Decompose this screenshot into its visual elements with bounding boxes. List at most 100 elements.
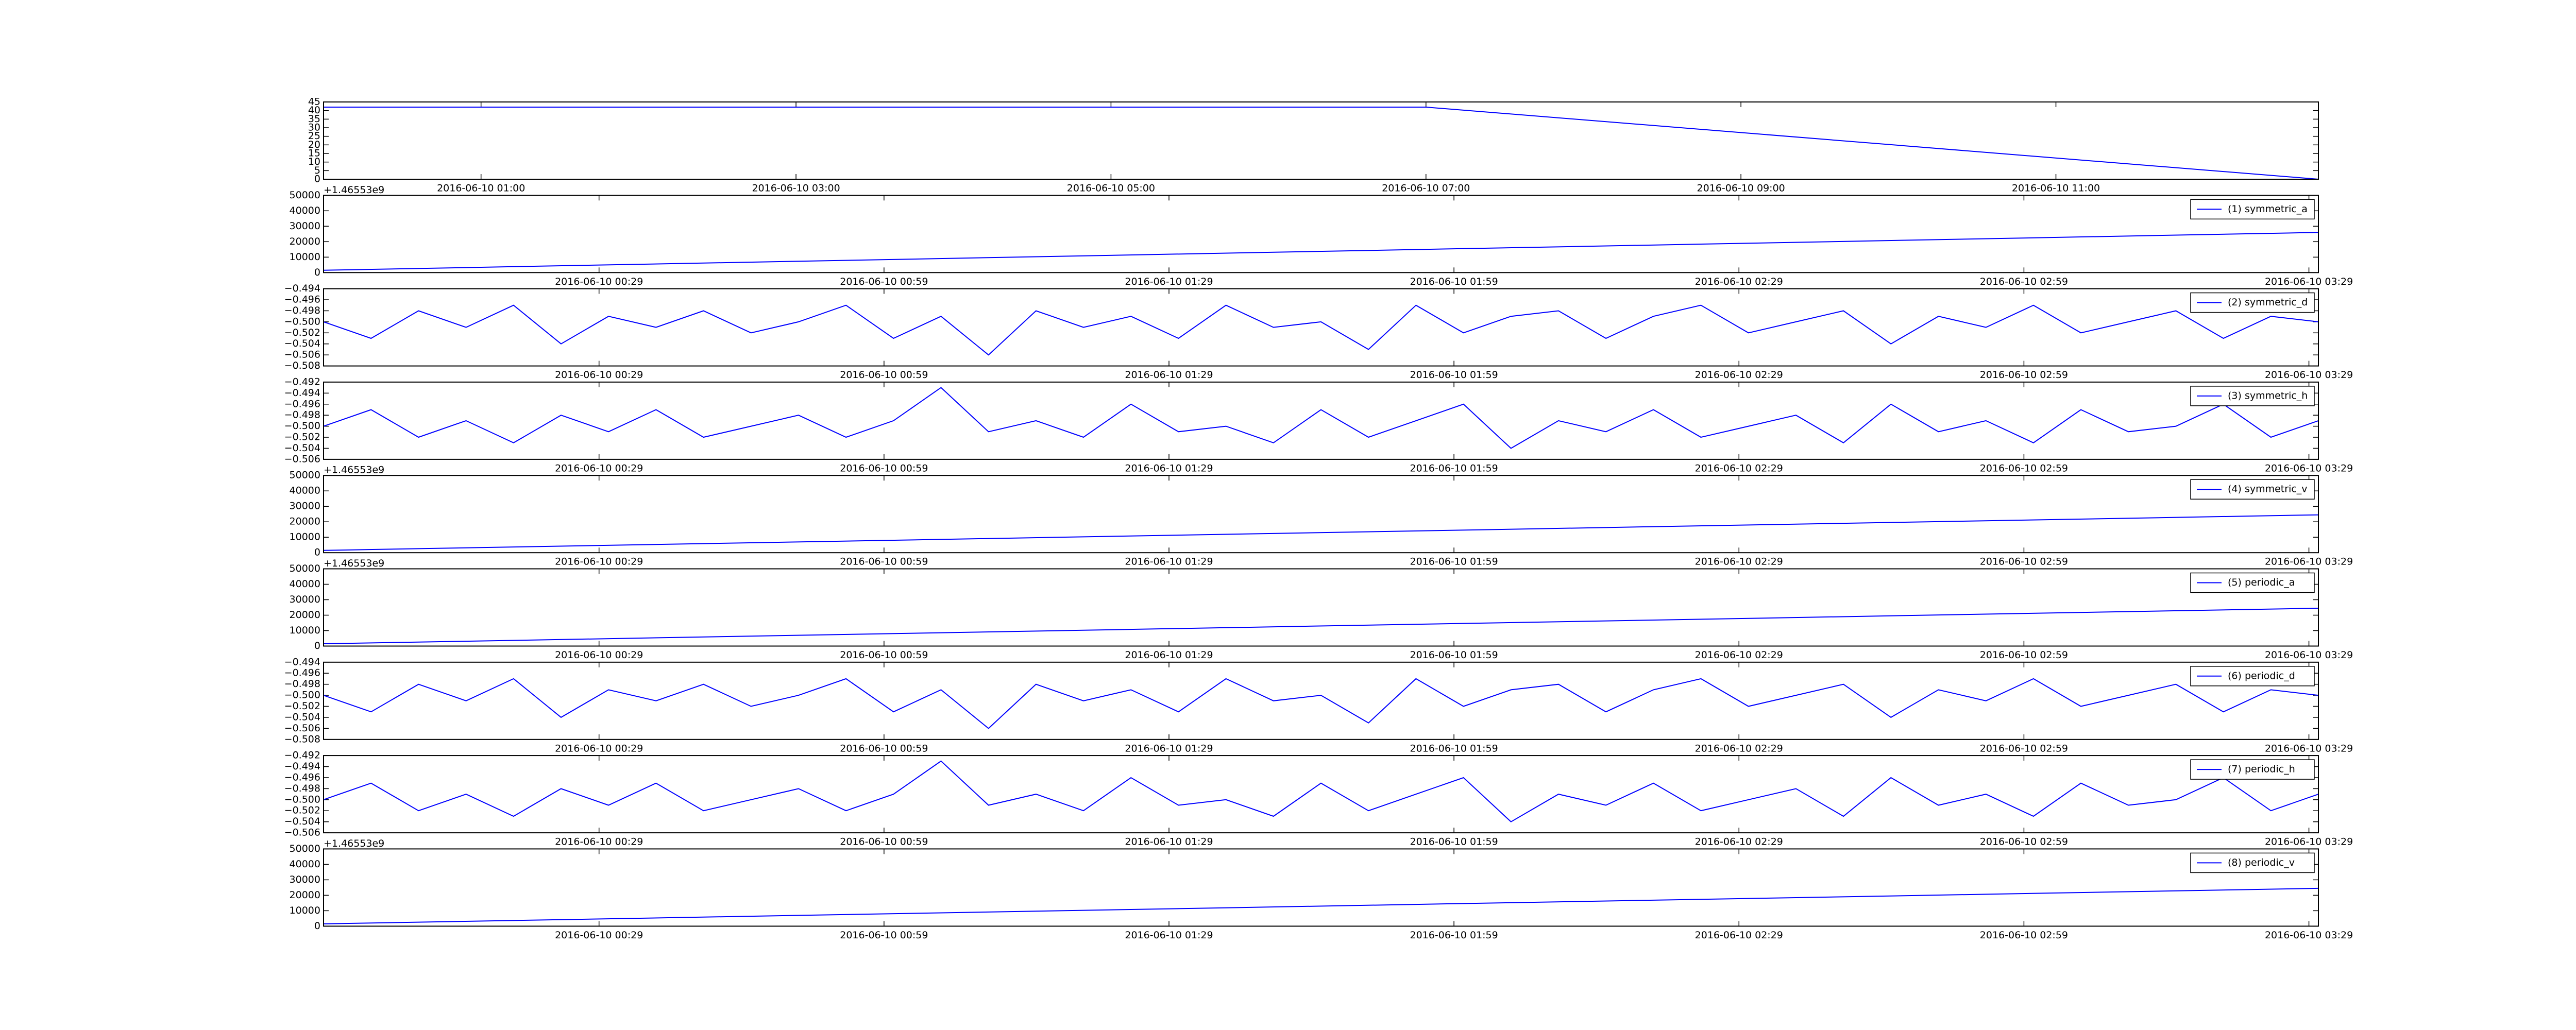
y-tick-label: −0.494 xyxy=(284,387,320,399)
x-tick-label: 2016-06-10 00:59 xyxy=(840,556,928,568)
y-tick-label: 10000 xyxy=(290,625,320,636)
x-tick-label: 2016-06-10 00:29 xyxy=(555,930,643,941)
x-tick-label: 2016-06-10 03:29 xyxy=(2265,649,2353,661)
x-tick-label: 2016-06-10 02:29 xyxy=(1695,369,1783,381)
y-tick-label: −0.504 xyxy=(284,711,320,723)
x-tick-label: 2016-06-10 03:29 xyxy=(2265,836,2353,848)
axes-frame xyxy=(323,381,2319,460)
x-tick-label: 2016-06-10 01:29 xyxy=(1125,556,1213,568)
series-line xyxy=(323,887,2319,924)
y-tick-label: −0.492 xyxy=(284,750,320,761)
series-line xyxy=(324,107,2319,180)
y-tick-label: −0.498 xyxy=(284,783,320,794)
y-tick-label: 20000 xyxy=(290,609,320,621)
y-tick-label: 45 xyxy=(308,96,320,108)
y-tick-label: −0.494 xyxy=(284,761,320,772)
y-tick-label: 50000 xyxy=(290,563,320,574)
legend-label: (4) symmetric_v xyxy=(2228,484,2308,495)
x-tick-label: 2016-06-10 02:59 xyxy=(1980,930,2068,941)
x-tick-label: 2016-06-10 02:29 xyxy=(1695,930,1783,941)
legend-label: (3) symmetric_h xyxy=(2228,390,2308,401)
y-tick-label: 10000 xyxy=(290,251,320,263)
y-tick-label: −0.500 xyxy=(284,690,320,701)
series-line xyxy=(323,387,2319,449)
y-tick-label: −0.502 xyxy=(284,327,320,338)
y-tick-label: −0.500 xyxy=(284,420,320,432)
x-tick-label: 2016-06-10 02:29 xyxy=(1695,462,1783,474)
axes-frame xyxy=(323,195,2319,273)
y-tick-label: 20000 xyxy=(290,889,320,901)
x-tick-label: 2016-06-10 00:59 xyxy=(840,930,928,941)
y-tick-label: −0.500 xyxy=(284,316,320,327)
y-tick-label: −0.506 xyxy=(284,827,320,838)
y-tick-label: −0.496 xyxy=(284,398,320,409)
legend-label: (7) periodic_h xyxy=(2228,764,2295,775)
x-tick-label: 2016-06-10 00:29 xyxy=(555,743,643,754)
legend-label: (2) symmetric_d xyxy=(2228,297,2308,308)
x-tick-label: 2016-06-10 00:29 xyxy=(555,369,643,381)
axes-frame xyxy=(323,568,2319,647)
series-line xyxy=(323,760,2319,822)
y-tick-label: 50000 xyxy=(290,843,320,854)
y-tick-label: 10 xyxy=(308,156,320,167)
axes-frame xyxy=(323,661,2319,740)
x-tick-label: 2016-06-10 01:29 xyxy=(1125,930,1213,941)
series-line xyxy=(323,514,2319,551)
x-tick-label: 2016-06-10 02:59 xyxy=(1980,276,2068,287)
x-tick-label: 2016-06-10 01:59 xyxy=(1410,649,1498,661)
y-tick-label: −0.498 xyxy=(284,305,320,316)
y-tick-label: 0 xyxy=(314,267,320,278)
legend-label: (6) periodic_d xyxy=(2228,670,2295,681)
axes-frame xyxy=(323,848,2319,927)
legend: (6) periodic_d xyxy=(2190,666,2315,686)
y-tick-label: −0.496 xyxy=(284,771,320,783)
y-tick-label: 40000 xyxy=(290,205,320,216)
y-tick-label: 15 xyxy=(308,148,320,159)
y-tick-label: −0.508 xyxy=(284,733,320,745)
y-tick-label: 30000 xyxy=(290,874,320,885)
axes-frame xyxy=(323,288,2319,367)
series-line xyxy=(323,678,2319,729)
legend: (3) symmetric_h xyxy=(2190,386,2315,406)
x-tick-label: 2016-06-10 00:59 xyxy=(840,462,928,474)
legend-label: (5) periodic_a xyxy=(2228,577,2295,588)
x-tick-label: 2016-06-10 02:59 xyxy=(1980,462,2068,474)
x-tick-label: 2016-06-10 02:59 xyxy=(1980,369,2068,381)
y-tick-label: −0.502 xyxy=(284,432,320,443)
x-tick-label: 2016-06-10 03:29 xyxy=(2265,276,2353,287)
axes-frame xyxy=(323,101,2319,180)
x-tick-label: 2016-06-10 07:00 xyxy=(1382,183,1470,194)
series-line xyxy=(323,232,2319,271)
x-tick-label: 2016-06-10 00:29 xyxy=(555,836,643,848)
x-tick-label: 2016-06-10 02:29 xyxy=(1695,743,1783,754)
legend-label: (8) periodic_v xyxy=(2228,857,2295,868)
y-tick-label: 10000 xyxy=(290,531,320,543)
x-tick-label: 2016-06-10 00:29 xyxy=(555,462,643,474)
x-tick-label: 2016-06-10 00:59 xyxy=(840,649,928,661)
legend: (7) periodic_h xyxy=(2190,759,2315,780)
x-tick-label: 2016-06-10 00:29 xyxy=(555,556,643,568)
x-tick-label: 2016-06-10 01:29 xyxy=(1125,649,1213,661)
x-tick-label: 2016-06-10 02:59 xyxy=(1980,743,2068,754)
y-tick-label: 30000 xyxy=(290,220,320,232)
y-tick-label: 30000 xyxy=(290,594,320,605)
y-tick-label: −0.506 xyxy=(284,349,320,360)
x-tick-label: 2016-06-10 01:59 xyxy=(1410,462,1498,474)
y-tick-label: −0.508 xyxy=(284,360,320,371)
x-tick-label: 2016-06-10 01:29 xyxy=(1125,836,1213,848)
x-tick-label: 2016-06-10 03:00 xyxy=(752,183,840,194)
legend-label: (1) symmetric_a xyxy=(2228,203,2308,215)
y-tick-label: 5 xyxy=(314,165,320,176)
x-tick-label: 2016-06-10 02:29 xyxy=(1695,556,1783,568)
x-tick-label: 2016-06-10 01:29 xyxy=(1125,276,1213,287)
x-tick-label: 2016-06-10 00:59 xyxy=(840,743,928,754)
x-tick-label: 2016-06-10 01:59 xyxy=(1410,276,1498,287)
x-tick-label: 2016-06-10 01:59 xyxy=(1410,836,1498,848)
x-tick-label: 2016-06-10 03:29 xyxy=(2265,556,2353,568)
y-tick-label: −0.496 xyxy=(284,294,320,305)
x-tick-label: 2016-06-10 00:59 xyxy=(840,369,928,381)
x-tick-label: 2016-06-10 09:00 xyxy=(1697,183,1785,194)
y-tick-label: −0.502 xyxy=(284,700,320,712)
y-tick-label: −0.498 xyxy=(284,409,320,421)
